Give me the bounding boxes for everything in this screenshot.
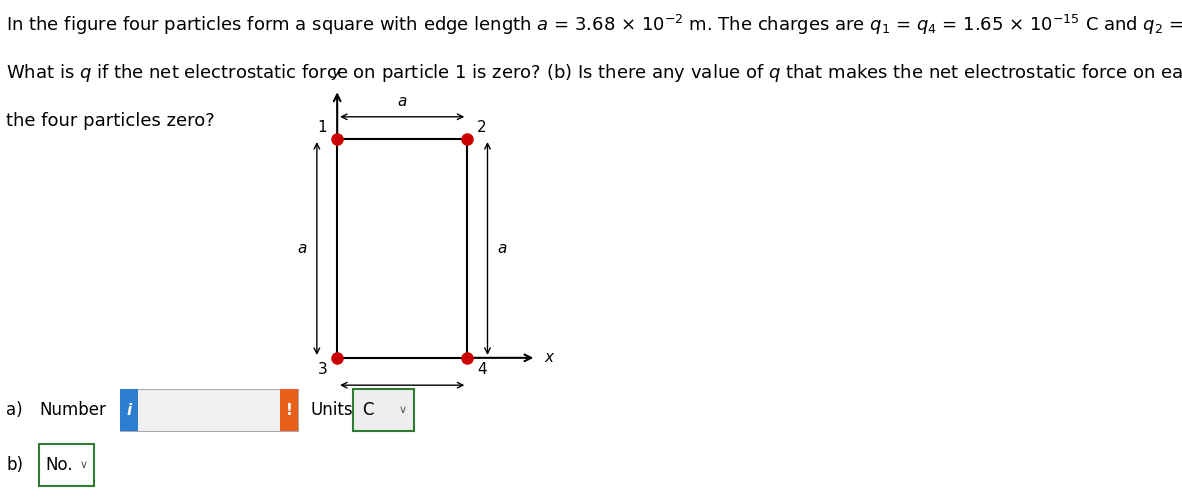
Text: ∨: ∨ bbox=[79, 460, 87, 470]
Text: Number: Number bbox=[39, 401, 106, 419]
Text: In the figure four particles form a square with edge length $a$ = 3.68 $\times$ : In the figure four particles form a squa… bbox=[6, 12, 1182, 36]
Text: No.: No. bbox=[45, 456, 73, 474]
Text: $a$: $a$ bbox=[297, 241, 307, 256]
Text: $a$: $a$ bbox=[496, 241, 507, 256]
Text: the four particles zero?: the four particles zero? bbox=[6, 112, 215, 130]
Text: ∨: ∨ bbox=[398, 405, 407, 415]
Text: $a$: $a$ bbox=[397, 94, 408, 109]
Text: C: C bbox=[363, 401, 374, 419]
Text: $a$: $a$ bbox=[397, 393, 408, 408]
FancyBboxPatch shape bbox=[280, 389, 298, 431]
FancyBboxPatch shape bbox=[352, 389, 414, 431]
Text: a): a) bbox=[6, 401, 24, 419]
FancyBboxPatch shape bbox=[121, 389, 138, 431]
Text: $x$: $x$ bbox=[545, 350, 556, 365]
Text: b): b) bbox=[6, 456, 24, 474]
Text: $y$: $y$ bbox=[331, 66, 343, 82]
FancyBboxPatch shape bbox=[121, 389, 298, 431]
FancyBboxPatch shape bbox=[39, 443, 95, 486]
Text: !: ! bbox=[286, 403, 293, 417]
Text: i: i bbox=[126, 403, 132, 417]
Text: 2: 2 bbox=[476, 120, 487, 135]
Text: 1: 1 bbox=[318, 120, 327, 135]
Text: 4: 4 bbox=[476, 362, 487, 377]
Text: 3: 3 bbox=[318, 362, 327, 377]
Text: What is $q$ if the net electrostatic force on particle 1 is zero? (b) Is there a: What is $q$ if the net electrostatic for… bbox=[6, 62, 1182, 84]
Text: Units: Units bbox=[311, 401, 353, 419]
